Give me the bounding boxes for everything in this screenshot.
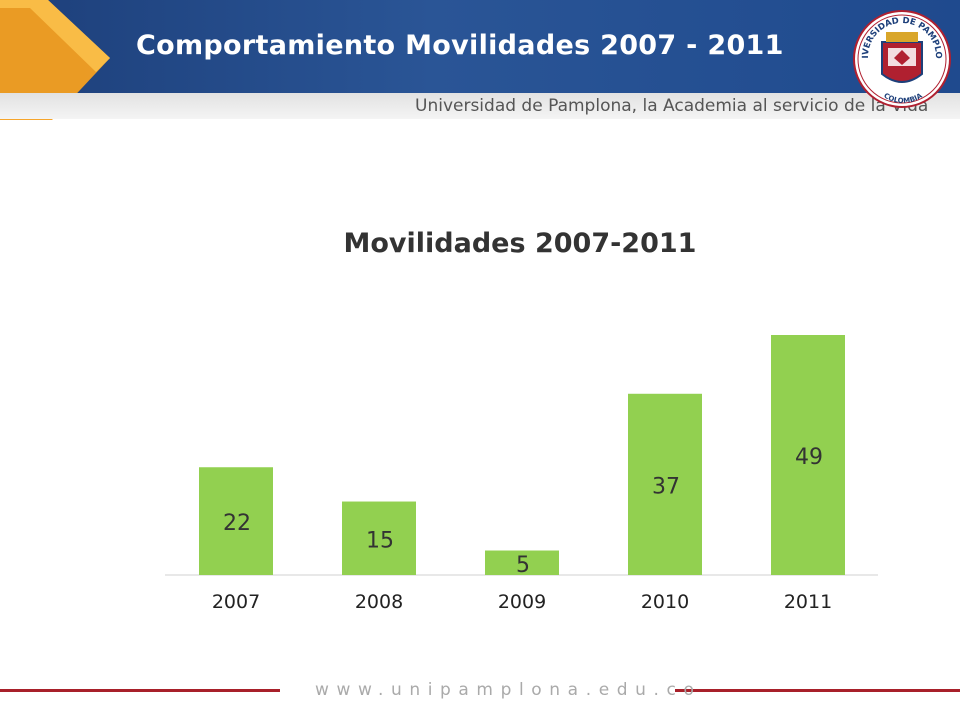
university-seal-logo: UNIVERSIDAD DE PAMPLONA COLOMBIA (850, 2, 951, 108)
chart-title: Movilidades 2007-2011 (343, 228, 697, 259)
bar-2009 (485, 550, 559, 575)
footer-url: www.unipamplona.edu.co (315, 680, 702, 700)
data-label-2008: 15 (366, 528, 394, 553)
bar-2010 (628, 393, 702, 575)
x-tick-label-2007: 2007 (212, 591, 260, 613)
data-label-2010: 37 (652, 474, 680, 499)
bar-2011 (771, 335, 845, 575)
footer-line-right (675, 689, 960, 692)
tagline-bar (0, 93, 960, 119)
bar-2007 (199, 467, 273, 575)
bar-2008 (342, 501, 416, 575)
data-label-2009: 5 (516, 553, 530, 578)
x-tick-label-2010: 2010 (641, 591, 689, 613)
x-tick-label-2009: 2009 (498, 591, 546, 613)
footer-line-left (0, 689, 280, 692)
x-tick-label-2011: 2011 (784, 591, 832, 613)
slide-title: Comportamiento Movilidades 2007 - 2011 (136, 30, 784, 61)
data-label-2011: 49 (795, 445, 823, 470)
x-tick-label-2008: 2008 (355, 591, 403, 613)
corner-arrow-decoration (0, 0, 110, 120)
tagline: Universidad de Pamplоna, la Academia al … (415, 96, 929, 116)
data-label-2007: 22 (223, 511, 251, 536)
header-banner (0, 0, 960, 93)
